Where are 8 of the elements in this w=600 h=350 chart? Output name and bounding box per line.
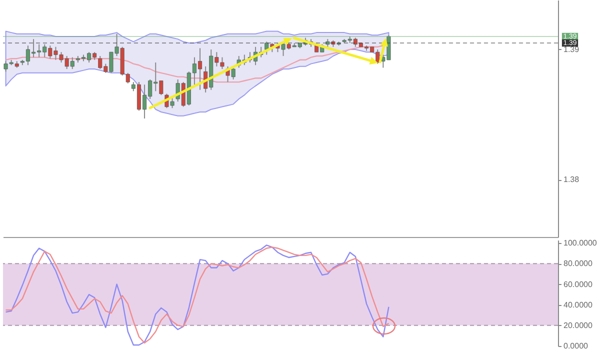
y-tick-label: 80.0000 xyxy=(564,259,593,268)
y-tick-label: 0.0000 xyxy=(564,342,589,350)
y-tick-label: 1.38 xyxy=(564,175,580,184)
y-tick-label: 60.0000 xyxy=(564,280,593,289)
y-tick-label: 1.39 xyxy=(564,44,580,54)
y-tick-label: 20.0000 xyxy=(564,320,593,330)
y-tick-label: 40.0000 xyxy=(564,300,593,310)
y-tick-label: 100.0000 xyxy=(564,238,598,248)
